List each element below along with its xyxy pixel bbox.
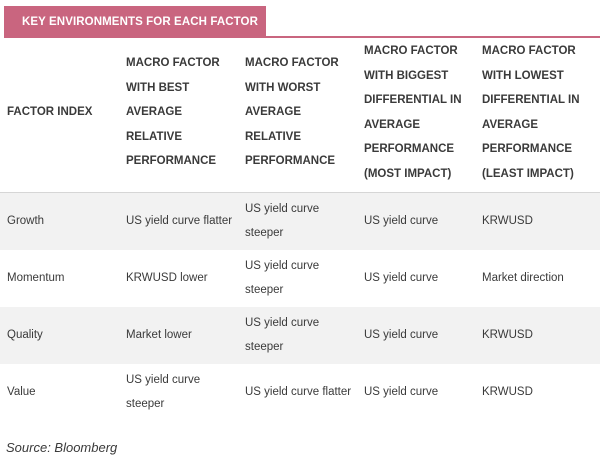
least-impact-cell: KRWUSD — [476, 363, 600, 421]
most-impact-cell: US yield curve — [358, 192, 476, 250]
source-note: Source: Bloomberg — [6, 440, 118, 455]
table-row: Momentum KRWUSD lower US yield curve ste… — [0, 249, 600, 307]
table-row: Quality Market lower US yield curve stee… — [0, 306, 600, 364]
most-impact-cell: US yield curve — [358, 306, 476, 364]
most-impact-cell: US yield curve — [358, 363, 476, 421]
table-row: Growth US yield curve flatter US yield c… — [0, 192, 600, 250]
factor-table: FACTOR INDEX MACRO FACTOR WITH BEST AVER… — [0, 38, 600, 421]
header-worst-performance: MACRO FACTOR WITH WORST AVERAGE RELATIVE… — [239, 38, 358, 193]
table-title: KEY ENVIRONMENTS FOR EACH FACTOR — [4, 6, 266, 38]
best-cell: US yield curve steeper — [120, 363, 239, 421]
best-cell: Market lower — [120, 306, 239, 364]
factor-cell: Value — [0, 363, 120, 421]
least-impact-cell: KRWUSD — [476, 306, 600, 364]
header-most-impact: MACRO FACTOR WITH BIGGEST DIFFERENTIAL I… — [358, 38, 476, 193]
table-row: Value US yield curve steeper US yield cu… — [0, 363, 600, 421]
header-row: FACTOR INDEX MACRO FACTOR WITH BEST AVER… — [0, 38, 600, 193]
header-least-impact: MACRO FACTOR WITH LOWEST DIFFERENTIAL IN… — [476, 38, 600, 193]
factor-cell: Momentum — [0, 249, 120, 307]
best-cell: US yield curve flatter — [120, 192, 239, 250]
least-impact-cell: KRWUSD — [476, 192, 600, 250]
least-impact-cell: Market direction — [476, 249, 600, 307]
worst-cell: US yield curve flatter — [239, 363, 358, 421]
most-impact-cell: US yield curve — [358, 249, 476, 307]
factor-cell: Growth — [0, 192, 120, 250]
worst-cell: US yield curve steeper — [239, 306, 358, 364]
header-factor-index: FACTOR INDEX — [0, 38, 120, 193]
table-title-bar: KEY ENVIRONMENTS FOR EACH FACTOR — [4, 6, 600, 38]
worst-cell: US yield curve steeper — [239, 192, 358, 250]
worst-cell: US yield curve steeper — [239, 249, 358, 307]
factor-cell: Quality — [0, 306, 120, 364]
best-cell: KRWUSD lower — [120, 249, 239, 307]
header-best-performance: MACRO FACTOR WITH BEST AVERAGE RELATIVE … — [120, 38, 239, 193]
